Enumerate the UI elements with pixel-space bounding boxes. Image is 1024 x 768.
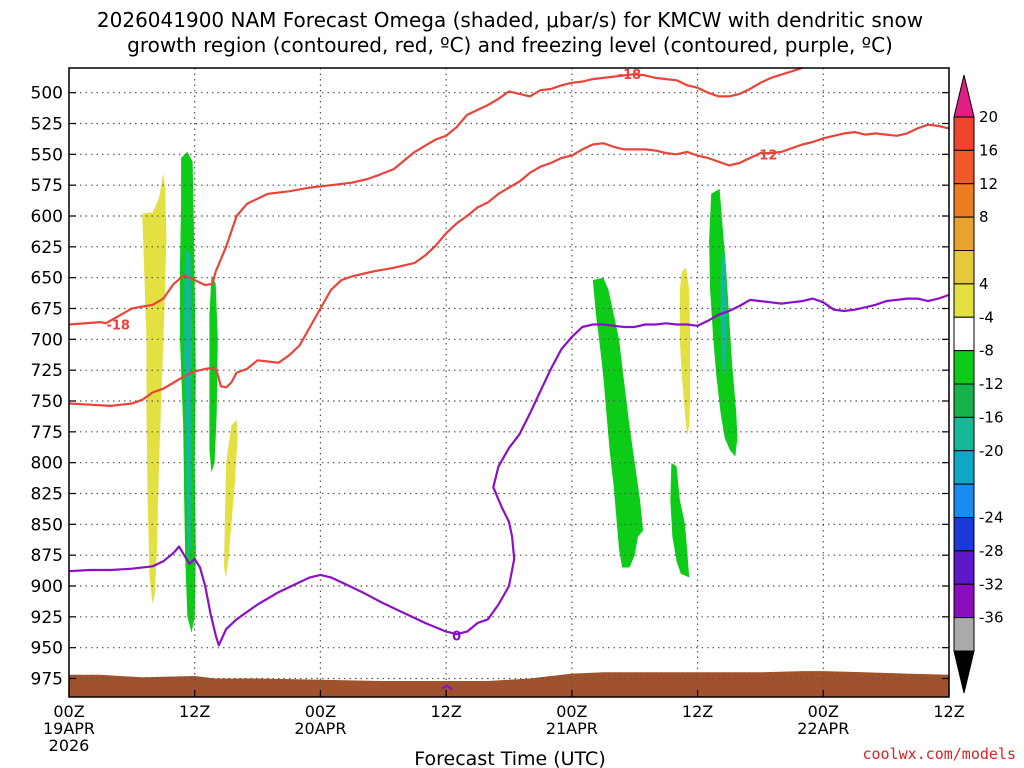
contour-lines — [68, 66, 950, 691]
contour-dendritic_-12C_lower — [68, 123, 950, 407]
terrain-layer — [69, 671, 949, 697]
ytick-label-625: 625 — [31, 238, 63, 258]
colorbar-label-5: -4 — [979, 308, 994, 326]
contour-labels: -18 -18 -12 0 — [106, 68, 777, 644]
ytick-label-600: 600 — [31, 207, 63, 227]
title-line-2: growth region (contoured, red, ºC) and f… — [127, 33, 893, 57]
colorbar-band-8 — [953, 383, 975, 418]
xtick-label-48-0: 00Z — [556, 702, 587, 721]
colorbar-label-12: -32 — [979, 575, 1004, 593]
xtick-label-0-2: 2026 — [49, 736, 90, 755]
title-line-1: 2026041900 NAM Forecast Omega (shaded, μ… — [97, 8, 923, 32]
colorbar-band-5 — [953, 283, 975, 318]
ytick-label-675: 675 — [31, 300, 63, 320]
xtick-label-12-0: 12Z — [179, 702, 210, 721]
xtick-label-84-0: 12Z — [933, 702, 964, 721]
colorbar-top-arrow — [953, 74, 975, 118]
chart-title: 2026041900 NAM Forecast Omega (shaded, μ… — [97, 8, 923, 57]
colorbar-band-4 — [953, 250, 975, 285]
omega-shading — [142, 151, 738, 633]
colorbar-band-1 — [953, 149, 975, 185]
ytick-label-750: 750 — [31, 392, 63, 412]
colorbar-label-8: -16 — [979, 408, 1004, 426]
ytick-label-700: 700 — [31, 330, 63, 350]
omega-region-omega_yellow_1 — [142, 172, 167, 605]
colorbar-band-9 — [953, 416, 975, 452]
colorbar-label-11: -28 — [979, 542, 1004, 560]
ytick-label-875: 875 — [31, 546, 63, 566]
ytick-label-525: 525 — [31, 115, 63, 135]
contour-label-dendritic_-12C_lower: -12 — [754, 148, 778, 163]
colorbar-band-13 — [953, 550, 975, 585]
xtick-label-48-1: 21APR — [546, 719, 598, 738]
colorbar-label-13: -36 — [979, 609, 1004, 627]
contour-label-freezing_0C: 0 — [452, 629, 461, 644]
ytick-label-825: 825 — [31, 485, 63, 505]
terrain-fill — [69, 671, 949, 697]
x-axis-label: Forecast Time (UTC) — [414, 748, 605, 768]
omega-region-omega_green_3 — [592, 277, 644, 568]
colorbar-band-15 — [953, 617, 975, 652]
colorbar-label-6: -8 — [979, 342, 994, 360]
colorbar-band-6 — [953, 316, 975, 352]
xtick-label-36-0: 12Z — [430, 702, 461, 721]
xtick-label-24-0: 00Z — [305, 702, 336, 721]
xtick-label-24-1: 20APR — [294, 719, 346, 738]
ytick-label-575: 575 — [31, 176, 63, 196]
colorbar-label-3: 8 — [979, 208, 989, 226]
ytick-label-950: 950 — [31, 639, 63, 659]
colorbar-label-1: 16 — [979, 141, 998, 159]
ytick-label-850: 850 — [31, 515, 63, 535]
colorbar-label-10: -24 — [979, 509, 1004, 527]
colorbar-band-10 — [953, 450, 975, 485]
omega-region-omega_teal_1 — [184, 248, 192, 562]
xtick-label-60-0: 12Z — [682, 702, 713, 721]
omega-region-omega_green_2 — [209, 275, 218, 473]
ytick-label-900: 900 — [31, 577, 63, 597]
omega-region-omega_green_4 — [670, 462, 690, 578]
colorbar-label-2: 12 — [979, 175, 998, 193]
xtick-label-72-0: 00Z — [808, 702, 839, 721]
omega-region-omega_yellow_3 — [679, 267, 691, 436]
contour-freezing_0C — [68, 293, 950, 647]
colorbar-band-12 — [953, 517, 975, 552]
colorbar-label-0: 20 — [979, 108, 998, 126]
contour-label-dendritic_-18C_label_upper: -18 — [618, 68, 642, 83]
colorbar-band-11 — [953, 483, 975, 518]
colorbar-band-14 — [953, 583, 975, 619]
contour-label-dendritic_-18C_upper: -18 — [106, 319, 130, 334]
colorbar-label-7: -12 — [979, 375, 1004, 393]
plot-area: -18 -18 -12 0 — [68, 66, 950, 698]
colorbar-band-0 — [953, 116, 975, 151]
colorbar-band-2 — [953, 183, 975, 218]
omega-region-omega_yellow_2 — [224, 419, 238, 578]
ytick-label-925: 925 — [31, 608, 63, 628]
ytick-label-725: 725 — [31, 361, 63, 381]
plot-background — [69, 68, 949, 697]
colorbar-label-4: 4 — [979, 275, 989, 293]
contour-dendritic_-18C_upper — [68, 66, 803, 326]
ytick-label-775: 775 — [31, 423, 63, 443]
xtick-label-0-1: 19APR — [43, 719, 95, 738]
ytick-label-975: 975 — [31, 670, 63, 690]
ytick-label-650: 650 — [31, 269, 63, 289]
ytick-label-550: 550 — [31, 145, 63, 165]
ytick-label-800: 800 — [31, 454, 63, 474]
colorbar-band-3 — [953, 216, 975, 251]
ytick-label-500: 500 — [31, 84, 63, 104]
credit-text: coolwx.com/models — [862, 745, 1016, 763]
contour-freezing_0C_near_surface — [441, 684, 454, 691]
plot-frame — [68, 67, 950, 698]
colorbar-label-9: -20 — [979, 442, 1004, 460]
colorbar-band-7 — [953, 350, 975, 385]
xtick-label-72-1: 22APR — [797, 719, 849, 738]
colorbar: 20 16 12 8 4 -4 -8 -12 -16 -20 -24 -28 -32 -36 — [953, 74, 1004, 694]
y-axis: 500 525 550 575 600 625 650 675 700 725 750 775 800 8… — [31, 84, 949, 690]
colorbar-bottom-arrow — [953, 650, 975, 694]
xtick-label-0-0: 00Z — [53, 702, 84, 721]
